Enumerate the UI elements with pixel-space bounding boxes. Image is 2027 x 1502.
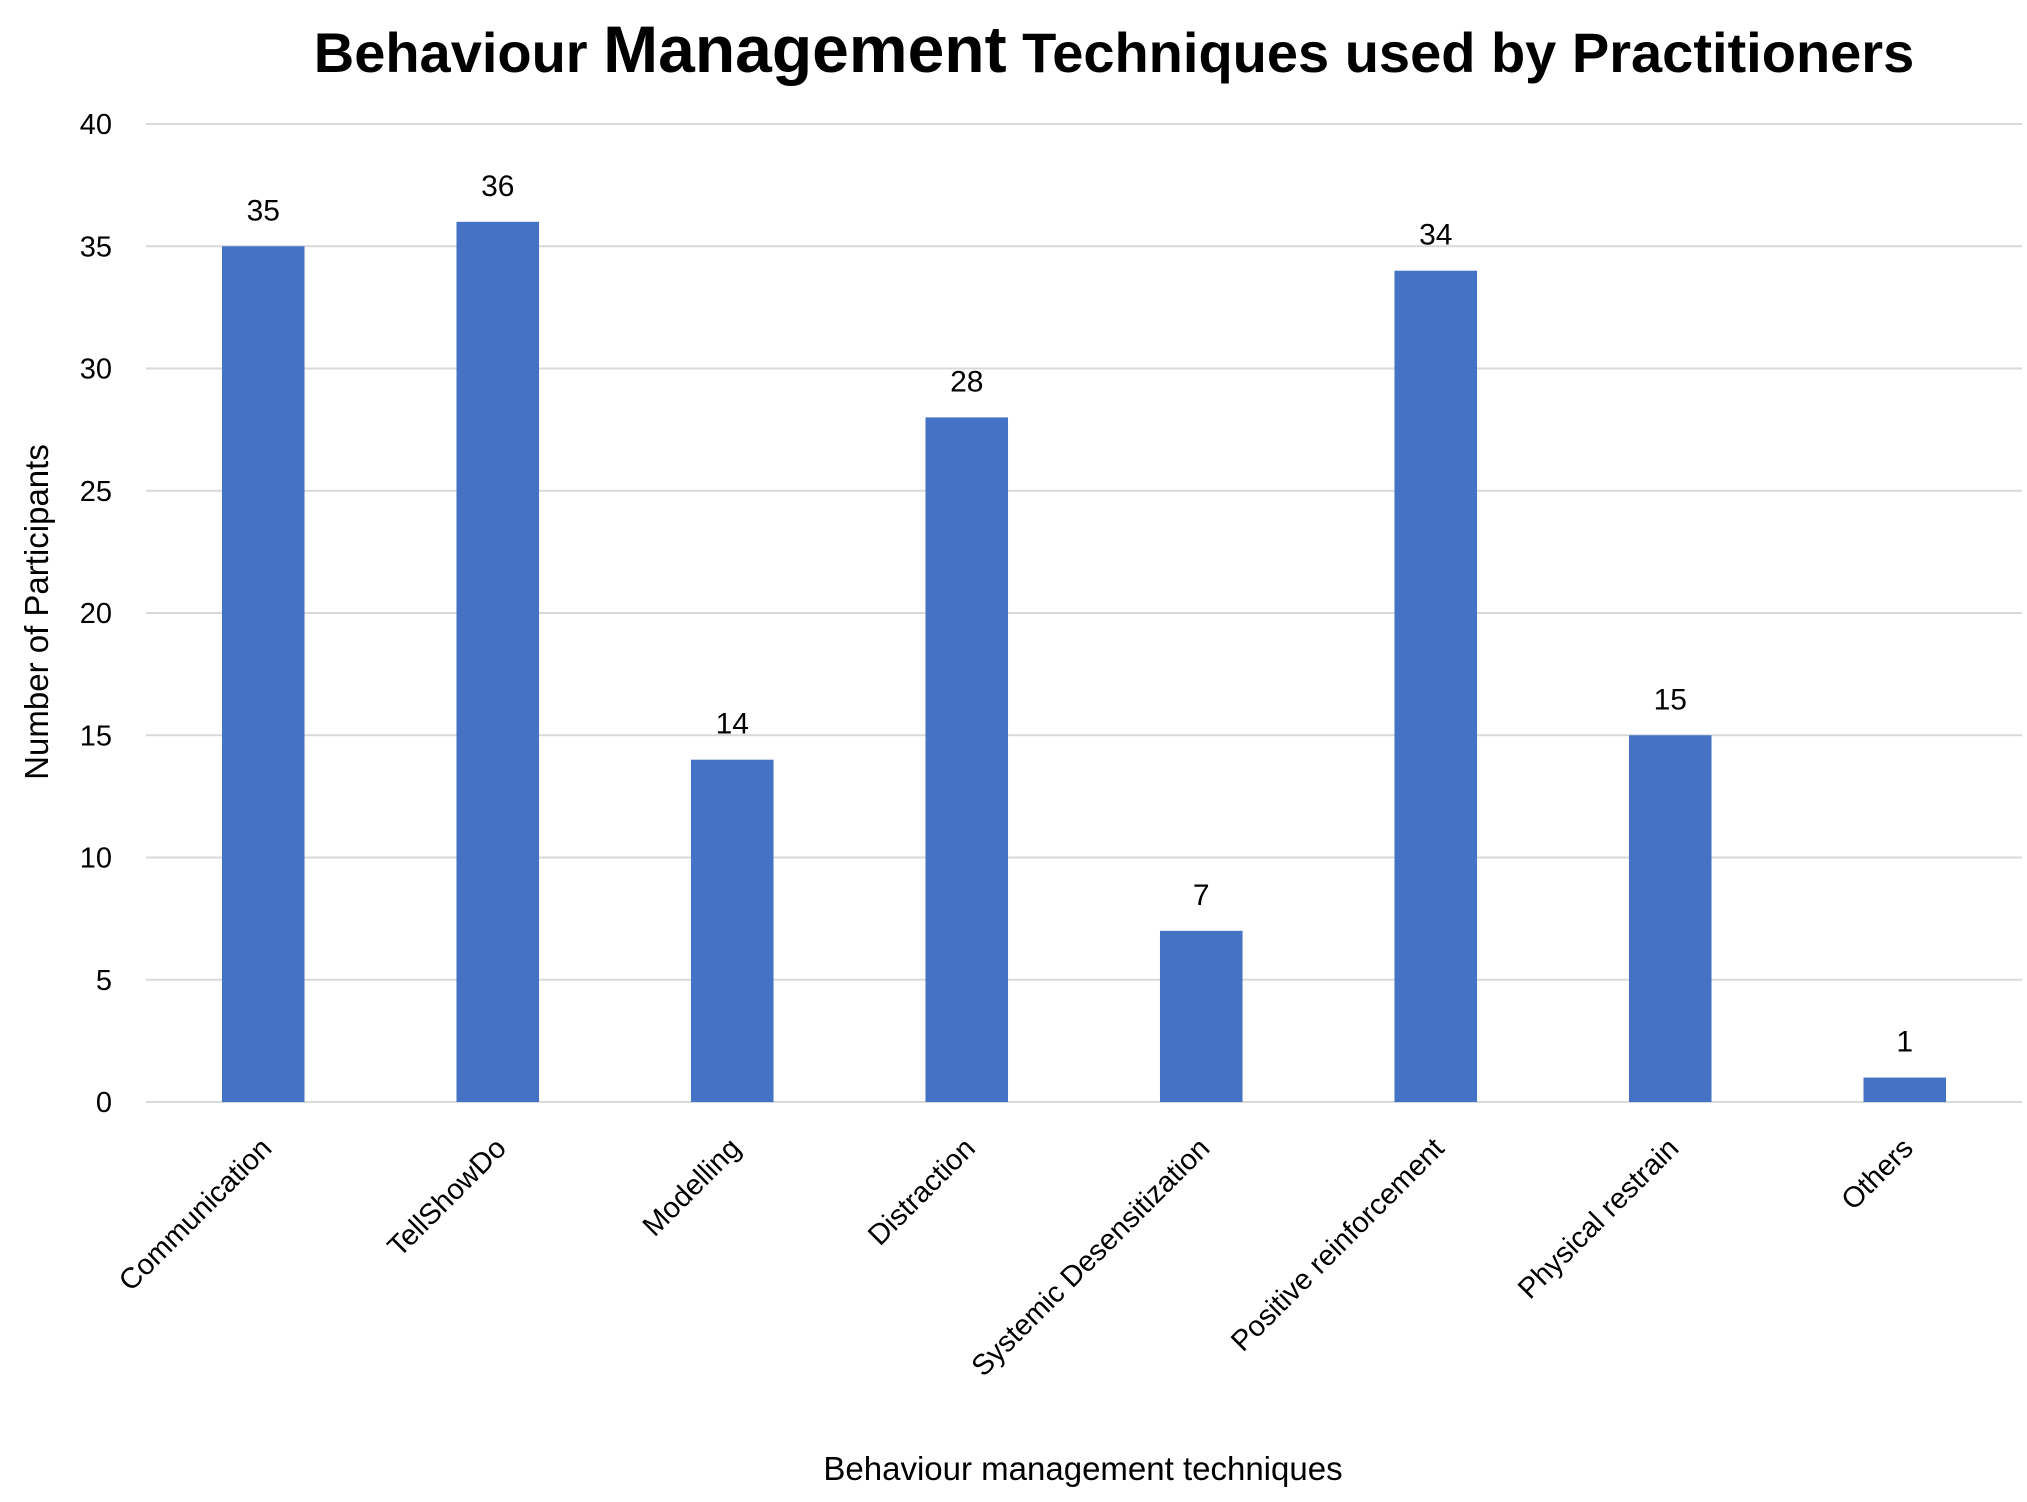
- data-label: 35: [247, 194, 280, 227]
- x-tick-label: Positive reinforcement: [1225, 1132, 1451, 1358]
- data-label: 7: [1193, 879, 1210, 912]
- x-tick-label: Others: [1836, 1132, 1920, 1216]
- gridlines: [146, 123, 2022, 1103]
- bars: [221, 221, 1947, 1103]
- y-tick-label: 15: [80, 720, 112, 752]
- data-label: 28: [950, 365, 983, 398]
- chart-title-part-2: Management: [603, 12, 1006, 86]
- x-tick-label: Modelling: [637, 1132, 747, 1242]
- bar-systemic-desensitization: [1159, 930, 1243, 1102]
- data-label: 34: [1419, 219, 1452, 252]
- bar-physical-restrain: [1628, 735, 1712, 1102]
- data-label: 36: [481, 170, 514, 203]
- bar-modelling: [690, 759, 774, 1102]
- bar-others: [1863, 1077, 1947, 1102]
- y-axis-title: Number of Participants: [18, 444, 55, 780]
- x-tick-label: Communication: [113, 1132, 278, 1297]
- bar-tellshowdo: [456, 221, 540, 1103]
- bar-communication: [221, 246, 305, 1102]
- data-label: 1: [1896, 1026, 1913, 1059]
- chart-title-part-1: Behaviour: [314, 21, 603, 84]
- x-tick-label: Distraction: [862, 1132, 982, 1252]
- x-tick-label: TellShowDo: [382, 1132, 513, 1263]
- y-tick-label: 30: [80, 354, 112, 386]
- x-tick-label: Physical restrain: [1512, 1132, 1685, 1305]
- x-axis-title: Behaviour management techniques: [823, 1450, 1342, 1487]
- bar-positive-reinforcement: [1394, 270, 1478, 1102]
- data-label: 15: [1654, 683, 1687, 716]
- x-axis-tick-labels: Communication TellShowDo Modelling Distract…: [113, 1132, 1920, 1383]
- y-tick-label: 10: [80, 843, 112, 875]
- y-tick-label: 35: [80, 231, 112, 263]
- y-tick-label: 25: [80, 476, 112, 508]
- data-label: 14: [716, 708, 749, 741]
- bar-distraction: [925, 417, 1009, 1102]
- y-tick-label: 40: [80, 109, 112, 141]
- x-tick-label: Systemic Desensitization: [966, 1132, 1217, 1383]
- chart-title-part-3: Techniques used by Practitioners: [1007, 21, 1915, 84]
- y-tick-label: 0: [96, 1087, 112, 1119]
- chart-title: Behaviour Management Techniques used by …: [314, 12, 1914, 86]
- y-axis-tick-labels: 0 5 10 15 20 25 30 35 40: [80, 109, 112, 1119]
- y-tick-label: 5: [96, 965, 112, 997]
- y-tick-label: 20: [80, 598, 112, 630]
- data-labels: 35 36 14 28 7 34 15 1: [247, 170, 1914, 1059]
